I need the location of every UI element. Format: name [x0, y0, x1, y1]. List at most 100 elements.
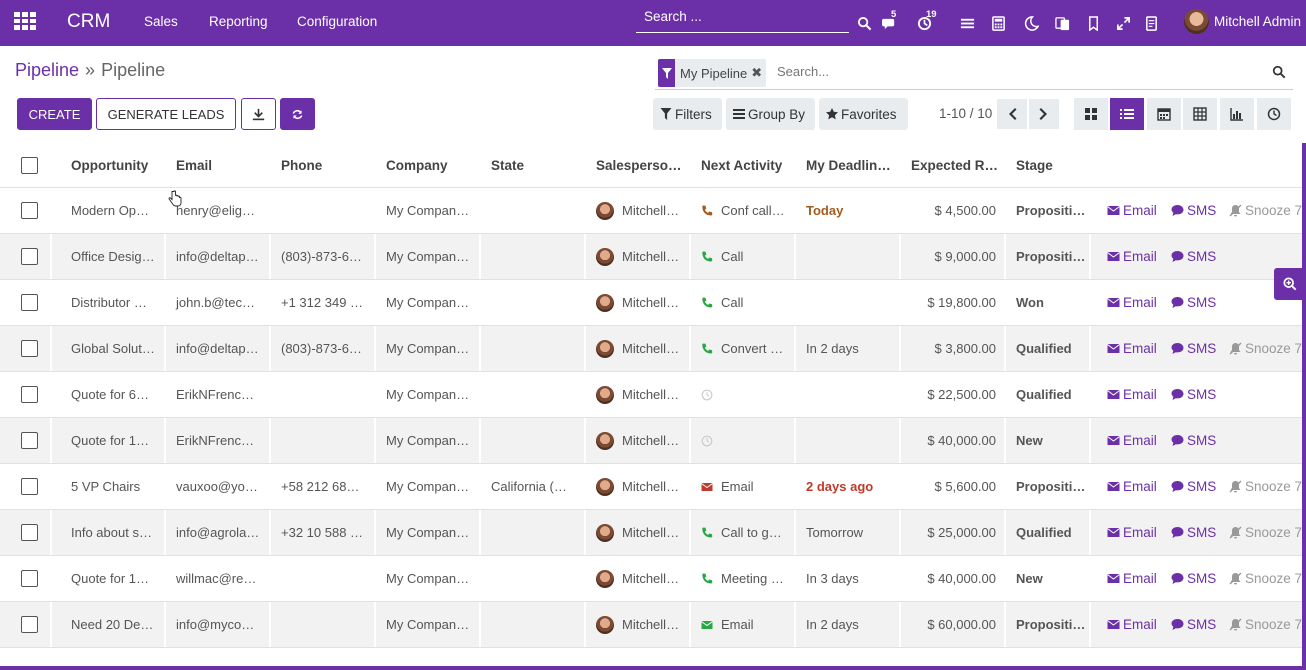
breadcrumb-parent[interactable]: Pipeline: [15, 60, 80, 80]
cell-salesperson[interactable]: Mitchell…: [587, 188, 691, 233]
phone-icon[interactable]: [701, 205, 713, 217]
cell-company[interactable]: My Compan…: [377, 234, 481, 279]
cell-state[interactable]: [482, 234, 586, 279]
cell-email[interactable]: info@agrola…: [167, 510, 271, 555]
fullscreen-icon[interactable]: [1114, 14, 1132, 32]
email-button[interactable]: Email: [1107, 418, 1157, 463]
cell-state[interactable]: [482, 326, 586, 371]
calculator-icon[interactable]: [989, 14, 1007, 32]
cell-salesperson[interactable]: Mitchell…: [587, 418, 691, 463]
cell-my-deadline[interactable]: Today: [797, 188, 901, 233]
column-header-email[interactable]: Email: [176, 157, 213, 173]
stopwatch-list-icon[interactable]: [958, 14, 976, 32]
cell-next-activity[interactable]: Conf call…: [692, 188, 796, 233]
search-icon[interactable]: [1272, 65, 1286, 79]
cell-expected-revenue[interactable]: $ 19,800.00: [927, 295, 996, 310]
graph-view-button[interactable]: [1220, 98, 1254, 130]
cell-state[interactable]: [482, 602, 586, 647]
cell-company[interactable]: My Compan…: [386, 295, 470, 310]
cell-salesperson[interactable]: Mitchell…: [587, 464, 691, 509]
cell-next-activity[interactable]: Call to g…: [692, 510, 796, 555]
cell-next-activity[interactable]: Call: [692, 280, 796, 325]
favorites-button[interactable]: Favorites: [819, 98, 908, 130]
email-button[interactable]: Email: [1107, 510, 1157, 555]
cell-my-deadline[interactable]: In 3 days: [797, 556, 901, 601]
cell-phone[interactable]: +58 212 68…: [281, 479, 360, 494]
cell-opportunity[interactable]: Info about s…: [62, 510, 166, 555]
cell-stage[interactable]: Won: [1016, 295, 1044, 310]
cell-next-activity[interactable]: Convert …: [692, 326, 796, 371]
email-button[interactable]: Email: [1107, 556, 1157, 601]
cell-state[interactable]: [482, 418, 586, 463]
sms-button[interactable]: SMS: [1171, 372, 1216, 417]
generate-leads-button[interactable]: GENERATE LEADS: [96, 98, 236, 130]
cell-state[interactable]: [482, 280, 586, 325]
cell-company[interactable]: My Compan…: [377, 602, 481, 647]
snooze-button[interactable]: Snooze 7: [1229, 188, 1302, 233]
cell-expected-revenue[interactable]: $ 4,500.00: [934, 203, 996, 218]
cell-state[interactable]: [482, 510, 586, 555]
email-button[interactable]: Email: [1107, 188, 1157, 233]
search-input[interactable]: [777, 64, 1217, 79]
sms-button[interactable]: SMS: [1171, 326, 1216, 371]
email-button[interactable]: Email: [1107, 372, 1157, 417]
cell-expected-revenue[interactable]: $ 5,600.00: [934, 479, 996, 494]
cell-opportunity[interactable]: 5 VP Chairs: [71, 479, 141, 494]
cell-email[interactable]: john.b@tec…: [176, 295, 255, 310]
cell-state[interactable]: California (…: [491, 479, 567, 494]
pager-previous-button[interactable]: [997, 99, 1027, 129]
cell-company[interactable]: My Compan…: [377, 510, 481, 555]
cell-stage[interactable]: Propositi…: [1007, 234, 1091, 279]
table-row[interactable]: Modern Op… henry@elig… My Compan… Mitchell……: [0, 188, 1306, 234]
email-button[interactable]: Email: [1107, 464, 1157, 509]
table-row[interactable]: Quote for 1… ErikNFrenc… My Compan… Mitchel…: [0, 418, 1306, 464]
user-menu[interactable]: Mitchell Admin: [1184, 9, 1301, 34]
calendar-view-button[interactable]: [1147, 98, 1181, 130]
snooze-button[interactable]: Snooze 7: [1229, 510, 1302, 555]
messages-icon[interactable]: 5: [880, 9, 898, 32]
bottom-scrollbar[interactable]: [0, 666, 1306, 670]
row-checkbox[interactable]: [21, 524, 38, 541]
cell-expected-revenue[interactable]: $ 9,000.00: [902, 234, 1006, 279]
cell-my-deadline[interactable]: In 2 days: [797, 326, 901, 371]
cell-stage[interactable]: Qualified: [1007, 326, 1091, 371]
email-button[interactable]: Email: [1107, 234, 1157, 279]
cell-state[interactable]: [482, 188, 586, 233]
cell-my-deadline[interactable]: [797, 280, 901, 325]
create-button[interactable]: CREATE: [17, 98, 92, 130]
cell-next-activity[interactable]: [692, 418, 796, 463]
clock-icon[interactable]: [701, 435, 713, 447]
zoom-in-button[interactable]: [1274, 268, 1306, 300]
sms-button[interactable]: SMS: [1171, 556, 1216, 601]
snooze-button[interactable]: Snooze 7: [1229, 602, 1302, 647]
column-header-state[interactable]: State: [491, 157, 525, 173]
cell-company[interactable]: My Compan…: [377, 418, 481, 463]
row-checkbox[interactable]: [21, 570, 38, 587]
email-button[interactable]: Email: [1107, 326, 1157, 371]
sms-button[interactable]: SMS: [1171, 418, 1216, 463]
table-row[interactable]: Need 20 De… info@myco… My Compan… Mitchell……: [0, 602, 1306, 648]
sms-button[interactable]: SMS: [1171, 602, 1216, 647]
row-checkbox[interactable]: [21, 340, 38, 357]
cell-next-activity[interactable]: Email: [692, 464, 796, 509]
cell-expected-revenue[interactable]: $ 60,000.00: [902, 602, 1006, 647]
cell-phone[interactable]: [272, 418, 376, 463]
sms-button[interactable]: SMS: [1171, 464, 1216, 509]
cell-salesperson[interactable]: Mitchell…: [587, 510, 691, 555]
cell-salesperson[interactable]: Mitchell…: [587, 372, 691, 417]
menu-sales[interactable]: Sales: [144, 14, 178, 29]
sms-button[interactable]: SMS: [1171, 234, 1216, 279]
row-checkbox[interactable]: [21, 478, 38, 495]
cell-stage[interactable]: Qualified: [1016, 387, 1072, 402]
cell-phone[interactable]: [272, 602, 376, 647]
cell-salesperson[interactable]: Mitchell…: [587, 556, 691, 601]
cell-email[interactable]: info@myco…: [167, 602, 271, 647]
phone-icon[interactable]: [701, 251, 713, 263]
snooze-button[interactable]: Snooze 7: [1229, 464, 1302, 509]
column-header-company[interactable]: Company: [386, 157, 448, 173]
envelope-icon[interactable]: [701, 619, 713, 631]
row-checkbox[interactable]: [21, 386, 38, 403]
column-header-expected-revenue[interactable]: Expected R…: [911, 157, 999, 173]
cell-next-activity[interactable]: [692, 372, 796, 417]
row-checkbox[interactable]: [21, 294, 38, 311]
